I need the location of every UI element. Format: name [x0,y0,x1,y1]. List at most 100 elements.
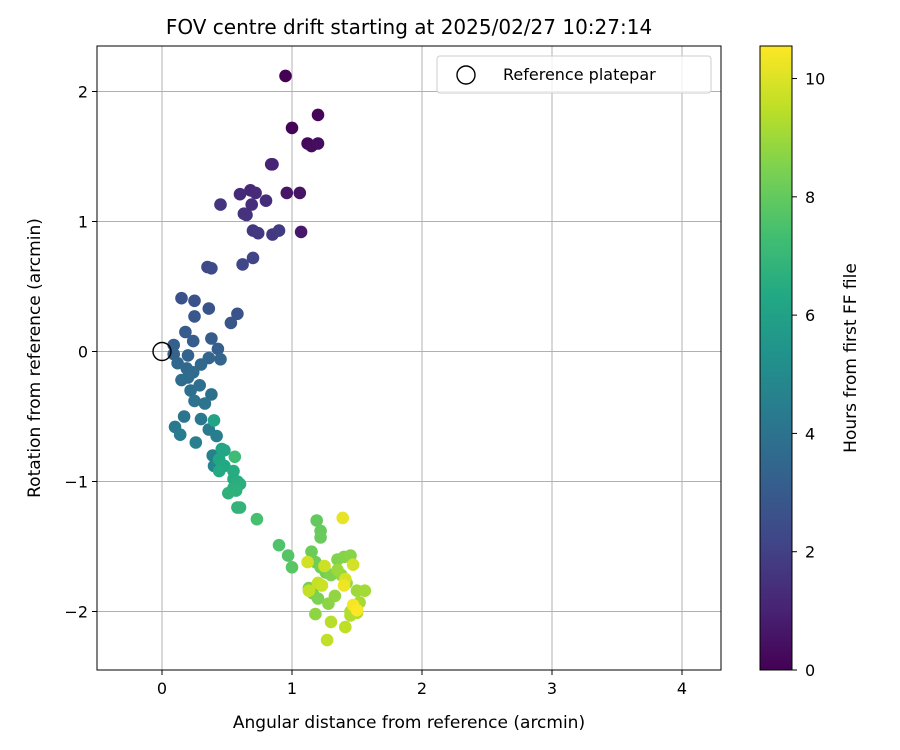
scatter-point [318,559,331,573]
scatter-point [214,353,227,366]
scatter-point [224,316,238,330]
scatter-point [211,342,225,356]
scatter-point [222,486,235,500]
colorbar-gradient [759,45,793,671]
y-tick-label: −1 [64,473,88,492]
scatter-point [177,410,191,423]
scatter-point [246,251,260,265]
colorbar-tick-label: 10 [805,70,825,89]
scatter-point [311,137,325,150]
scatter-point [207,414,221,427]
scatter-point [281,549,295,562]
scatter-point [336,511,350,525]
legend: Reference platepar [436,55,712,94]
x-tick-label: 1 [287,679,297,698]
scatter-point [346,558,360,571]
colorbar-tick-label: 6 [805,306,815,325]
scatter-point [212,464,226,478]
x-axis-label: Angular distance from reference (arcmin) [233,713,585,733]
colorbar-ticks: 0 2 4 6 8 10 [792,70,825,680]
scatter-point [181,349,195,362]
scatter-point [310,514,324,527]
x-tick-label: 3 [547,679,557,698]
scatter-point [280,186,294,200]
plot-background [97,46,721,670]
scatter-point [188,294,201,308]
scatter-point [233,501,247,514]
scatter-point [194,358,208,371]
x-tick-label: 2 [417,679,427,698]
x-tick-label: 0 [157,679,167,698]
scatter-point [210,429,223,443]
colorbar-tick-label: 0 [805,661,815,680]
scatter-point [202,302,216,315]
scatter-point [249,186,262,200]
scatter-point [328,589,342,603]
scatter-point [301,555,314,569]
scatter-point [285,121,299,135]
scatter-point [240,208,253,222]
scatter-point [245,198,258,211]
scatter-point [293,186,307,200]
scatter-point [285,561,299,574]
legend-box [436,55,712,94]
scatter-point [315,579,329,592]
scatter-point [250,512,264,526]
scatter-point [205,388,218,401]
y-tick-label: 1 [78,213,88,232]
scatter-point [228,450,242,464]
scatter-point [198,397,212,410]
scatter-point [350,603,364,617]
colorbar-tick-label: 8 [805,188,815,207]
scatter-point [294,225,308,239]
scatter-point [179,325,192,339]
scatter-point [331,563,344,577]
colorbar-tick-label: 4 [805,424,815,443]
reference-platepar-marker [152,341,172,362]
y-axis-label: Rotation from reference (arcmin) [25,218,45,498]
y-axis-ticks: −2 −1 0 1 2 [64,83,97,622]
scatter-point [314,531,327,544]
reference-marker-group [152,341,172,362]
x-axis-ticks: 0 1 2 3 4 [157,670,687,698]
scatter-point [184,384,197,397]
x-tick-label: 4 [677,679,687,698]
scatter-point [358,584,372,597]
y-tick-label: 0 [78,343,88,362]
scatter-point [266,158,279,171]
scatter-point [272,224,286,237]
scatter-point [173,428,187,442]
scatter-point [214,198,227,211]
scatter-point [188,310,201,323]
scatter-point [309,607,322,621]
scatter-point [311,592,325,605]
scatter-point [194,412,208,426]
colorbar-tick-label: 2 [805,543,815,562]
scatter-point [186,334,200,348]
scatter-point [251,226,265,240]
scatter-point [205,332,218,345]
scatter-point [236,258,249,271]
legend-label-reference-platepar: Reference platepar [503,65,656,84]
scatter-point [175,373,188,387]
colorbar: 0 2 4 6 8 10 Hours from first FF file [759,45,861,680]
scatter-point [339,620,352,634]
scatter-point [302,584,316,597]
scatter-point [311,108,325,122]
scatter-points [167,69,372,647]
scatter-point [337,579,351,592]
chart-title: FOV centre drift starting at 2025/02/27 … [166,15,652,39]
scatter-point [320,633,334,647]
scatter-point [233,187,247,201]
y-tick-label: −2 [64,603,88,622]
scatter-point [279,69,292,83]
colorbar-label: Hours from first FF file [841,263,861,453]
legend-reference-marker [456,65,476,85]
scatter-point [231,307,244,321]
scatter-point [324,615,338,629]
scatter-point [175,291,188,305]
scatter-point [305,545,318,558]
scatter-point [188,394,201,408]
scatter-point [272,538,286,552]
